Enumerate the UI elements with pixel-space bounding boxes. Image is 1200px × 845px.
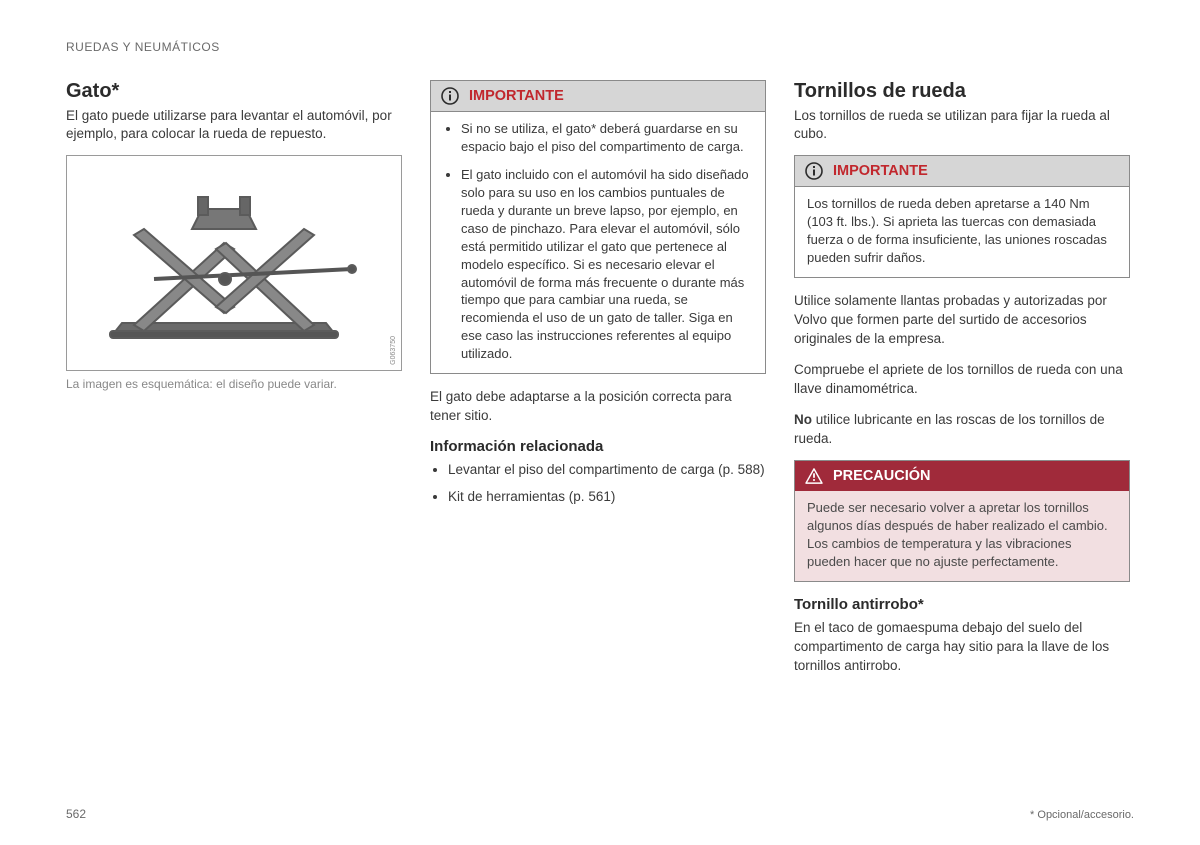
topic-title-tornillos: Tornillos de rueda bbox=[794, 80, 1130, 103]
important-item-0: Si no se utiliza, el gato* deberá guarda… bbox=[461, 120, 753, 156]
notice-body: Los tornillos de rueda deben apretarse a… bbox=[795, 187, 1129, 277]
column-3: Tornillos de rueda Los tornillos de rued… bbox=[794, 80, 1130, 688]
subheading-antirrobo: Tornillo antirrobo* bbox=[794, 596, 1130, 613]
notice-title: IMPORTANTE bbox=[833, 163, 928, 179]
column-1: Gato* El gato puede utilizarse para leva… bbox=[66, 80, 402, 688]
paragraph-antirrobo: En el taco de gomaespuma debajo del suel… bbox=[794, 619, 1130, 676]
notice-title: IMPORTANTE bbox=[469, 88, 564, 104]
content-columns: Gato* El gato puede utilizarse para leva… bbox=[66, 80, 1134, 688]
figure-jack: G063750 bbox=[66, 155, 402, 371]
notice-body: Puede ser necesario volver a apretar los… bbox=[795, 491, 1129, 581]
notice-important-jack: IMPORTANTE Si no se utiliza, el gato* de… bbox=[430, 80, 766, 374]
figure-id: G063750 bbox=[390, 336, 397, 365]
info-icon bbox=[441, 87, 459, 105]
intro-gato: El gato puede utilizarse para levantar e… bbox=[66, 107, 402, 143]
important-list: Si no se utiliza, el gato* deberá guarda… bbox=[443, 120, 753, 363]
info-icon bbox=[805, 162, 823, 180]
notice-important-torque: IMPORTANTE Los tornillos de rueda deben … bbox=[794, 155, 1130, 278]
notice-body: Si no se utiliza, el gato* deberá guarda… bbox=[431, 112, 765, 373]
paragraph-no-lubricant: No utilice lubricante en las roscas de l… bbox=[794, 411, 1130, 449]
notice-header: IMPORTANTE bbox=[795, 156, 1129, 187]
notice-header: PRECAUCIÓN bbox=[795, 461, 1129, 491]
notice-title: PRECAUCIÓN bbox=[833, 468, 930, 484]
related-item-0: Levantar el piso del compartimento de ca… bbox=[448, 461, 766, 480]
section-header: RUEDAS Y NEUMÁTICOS bbox=[66, 40, 1134, 54]
topic-title-gato: Gato* bbox=[66, 80, 402, 103]
figure-caption: La imagen es esquemática: el diseño pued… bbox=[66, 377, 402, 391]
paragraph-check-torque: Compruebe el apriete de los tornillos de… bbox=[794, 361, 1130, 399]
related-item-1: Kit de herramientas (p. 561) bbox=[448, 488, 766, 507]
page-number: 562 bbox=[66, 807, 86, 821]
rest-no-lubricant: utilice lubricante en las roscas de los … bbox=[794, 412, 1105, 446]
related-info-heading: Información relacionada bbox=[430, 438, 766, 455]
paragraph-jack-fit: El gato debe adaptarse a la posición cor… bbox=[430, 388, 766, 426]
intro-tornillos: Los tornillos de rueda se utilizan para … bbox=[794, 107, 1130, 143]
related-list: Levantar el piso del compartimento de ca… bbox=[430, 461, 766, 507]
bold-no: No bbox=[794, 412, 812, 427]
column-2: IMPORTANTE Si no se utiliza, el gato* de… bbox=[430, 80, 766, 688]
footnote: * Opcional/accesorio. bbox=[1030, 809, 1134, 821]
notice-caution-retorque: PRECAUCIÓN Puede ser necesario volver a … bbox=[794, 460, 1130, 582]
notice-header: IMPORTANTE bbox=[431, 81, 765, 112]
warning-icon bbox=[805, 467, 823, 485]
jack-illustration bbox=[94, 173, 374, 353]
paragraph-rims: Utilice solamente llantas probadas y aut… bbox=[794, 292, 1130, 349]
important-item-1: El gato incluido con el automóvil ha sid… bbox=[461, 166, 753, 363]
